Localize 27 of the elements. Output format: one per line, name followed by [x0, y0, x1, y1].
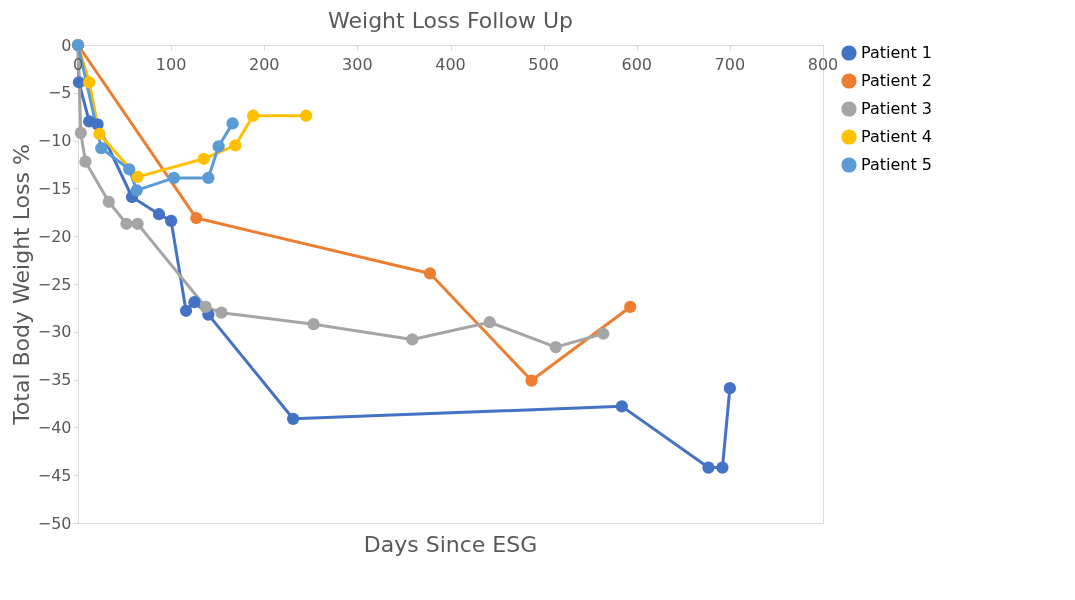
y-tick-label: −45: [37, 465, 72, 485]
y-tick-label: −35: [37, 370, 72, 390]
y-tick-label: 0: [61, 35, 72, 55]
legend-label: Patient 5: [861, 155, 932, 174]
x-tick-label: 500: [528, 55, 559, 74]
legend-label: Patient 3: [861, 99, 932, 118]
y-tick-label: −50: [37, 513, 72, 533]
y-tick-label: −30: [37, 322, 72, 342]
x-axis-title: Days Since ESG: [363, 532, 538, 557]
x-tick-label: 600: [621, 55, 653, 74]
x-tick-label: 400: [435, 55, 466, 74]
y-tick-label: −20: [37, 226, 72, 246]
y-tick-label: −10: [37, 131, 72, 151]
legend-label: Patient 2: [861, 71, 932, 90]
x-tick-label: 200: [248, 55, 280, 74]
x-tick-label: 700: [714, 55, 746, 74]
y-axis-title: Total Body Weight Loss %: [8, 144, 34, 426]
x-tick-label: 100: [155, 55, 187, 74]
y-tick-label: −15: [37, 178, 72, 198]
legend-label: Patient 4: [861, 127, 932, 146]
chart-title: Weight Loss Follow Up: [328, 8, 573, 33]
y-tick-label: −5: [47, 83, 72, 103]
x-tick-label: 300: [342, 55, 373, 74]
y-tick-label: −40: [37, 417, 72, 437]
legend-label: Patient 1: [861, 43, 932, 62]
y-tick-label: −25: [37, 274, 72, 294]
x-tick-label: 800: [807, 55, 839, 74]
